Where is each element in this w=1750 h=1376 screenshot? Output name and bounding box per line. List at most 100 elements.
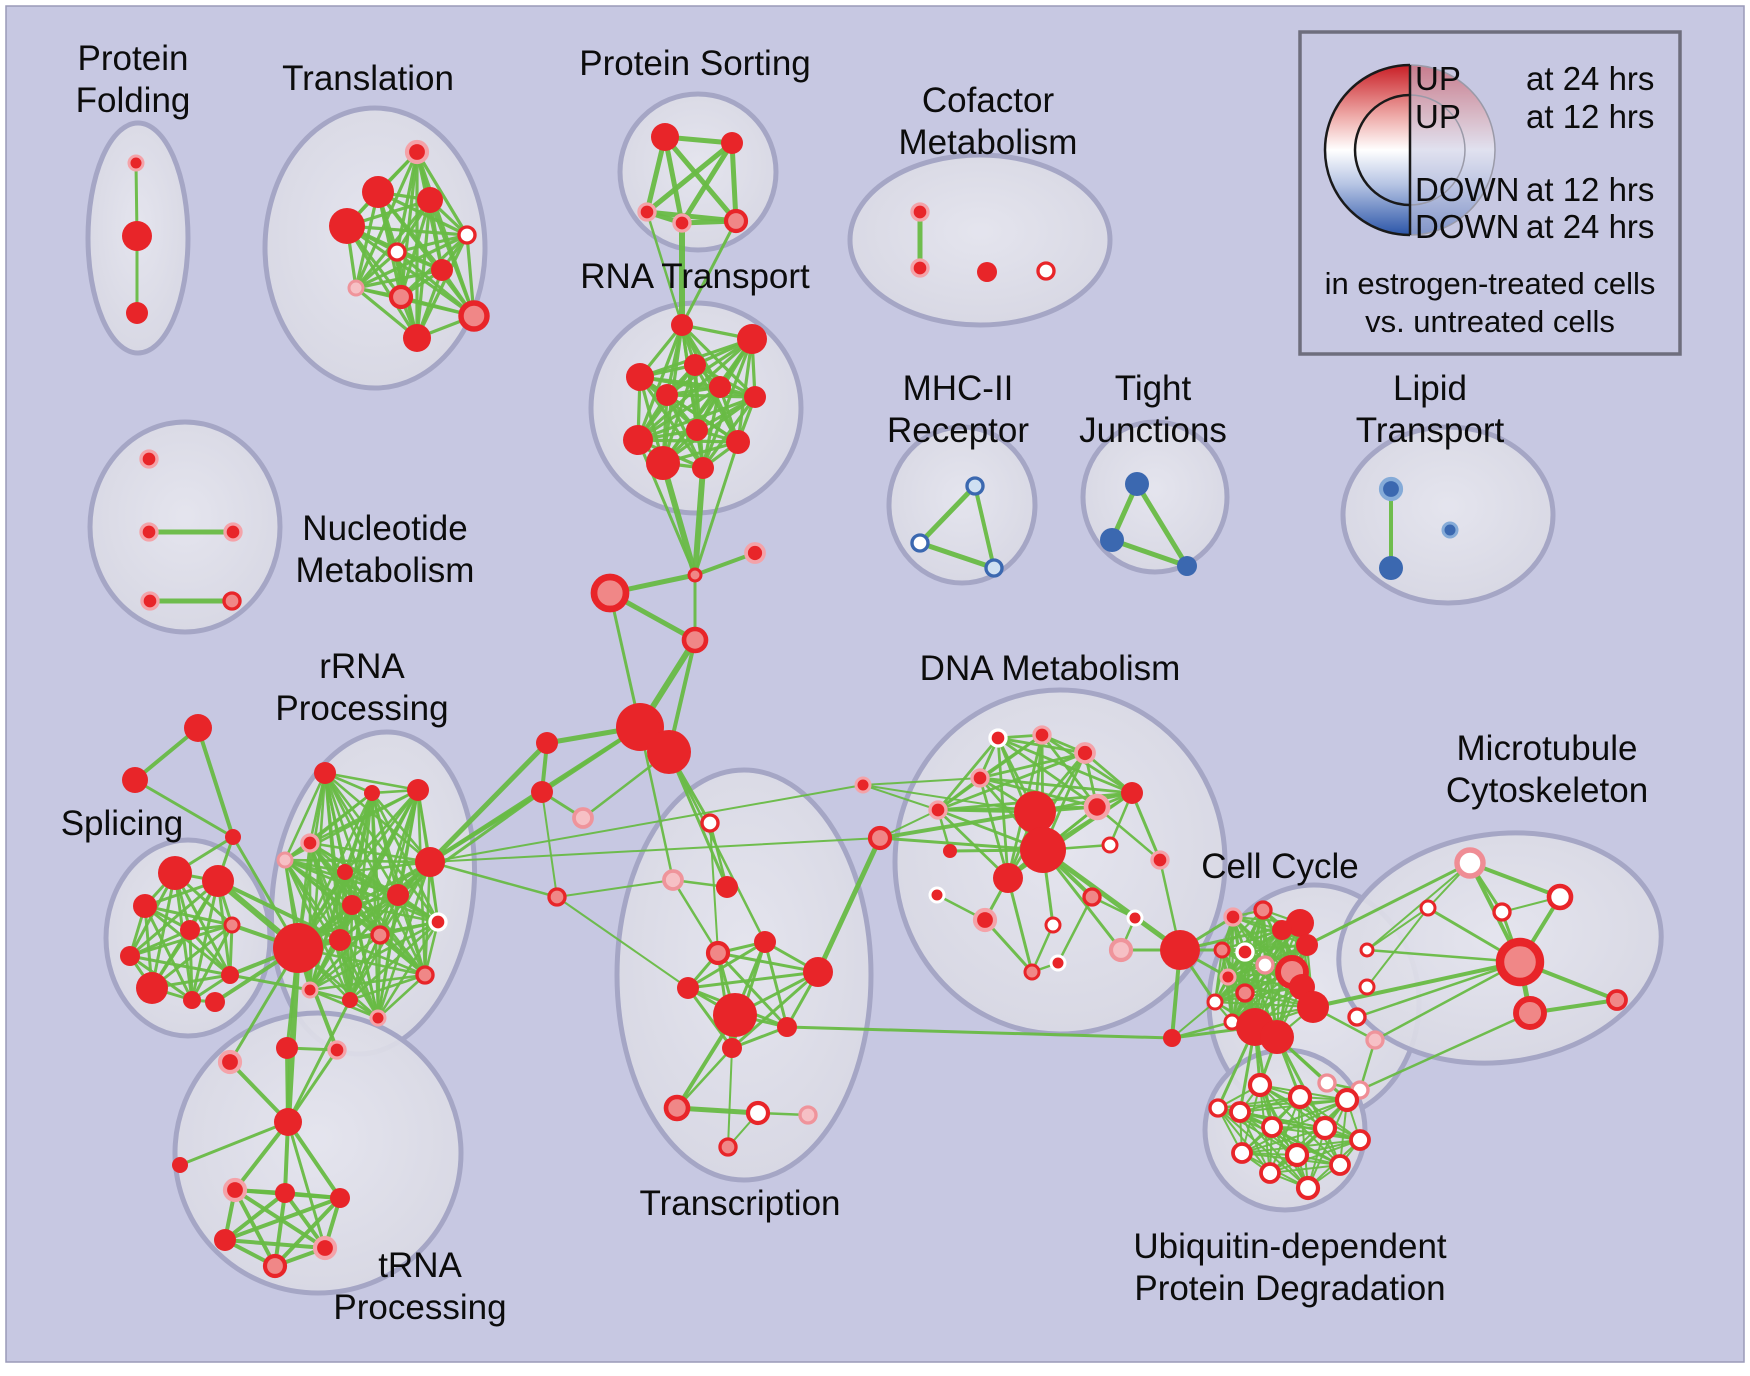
cluster-protein-folding-label: Protein xyxy=(78,39,189,78)
network-edge xyxy=(1355,960,1522,1019)
cluster-microtubule-cytoskeleton-label: Microtubule xyxy=(1457,729,1638,768)
network-edge xyxy=(978,776,1010,880)
network-edge xyxy=(1109,537,1190,569)
network-edge xyxy=(415,233,469,340)
node-nm3 xyxy=(223,522,243,542)
network-edge xyxy=(308,973,427,992)
node-cc8 xyxy=(1219,968,1237,986)
node-tc2 xyxy=(662,869,684,891)
node-ub10 xyxy=(1329,1154,1351,1176)
cluster-tight-junctions-label: Junctions xyxy=(1079,411,1227,450)
node-mt5 xyxy=(1419,899,1437,917)
network-edge xyxy=(196,726,235,839)
network-edge xyxy=(674,1105,761,1116)
network-edge xyxy=(978,776,1134,795)
network-edge xyxy=(376,893,400,1020)
cluster-ubiquitin-degradation-label: Ubiquitin-dependent xyxy=(1133,1227,1447,1266)
cluster-translation-label: Translation xyxy=(282,59,454,98)
network-edge xyxy=(178,1120,290,1167)
node-tl4 xyxy=(329,208,365,244)
node-cf3 xyxy=(977,262,997,282)
node-cc23 xyxy=(1359,942,1375,958)
network-edge xyxy=(396,790,544,897)
network-edge xyxy=(686,970,820,990)
node-cc3 xyxy=(1286,909,1314,937)
cluster-trna-processing-label: tRNA xyxy=(378,1246,462,1285)
node-ps5 xyxy=(723,208,749,234)
node-sp3 xyxy=(133,894,157,918)
node-dm2 xyxy=(1032,725,1052,745)
node-dm12 xyxy=(1150,850,1170,870)
cluster-cofactor-metabolism-label: Cofactor xyxy=(922,81,1055,120)
network-edge xyxy=(283,858,432,864)
network-edge xyxy=(1365,948,1522,964)
node-rt6 xyxy=(709,376,731,398)
node-dm13 xyxy=(928,886,946,904)
node-tc12 xyxy=(745,1100,771,1126)
network-edge xyxy=(1311,960,1522,1009)
network-edge xyxy=(667,750,729,889)
network-edge xyxy=(354,268,444,290)
network-edge xyxy=(133,778,235,839)
network-edge xyxy=(693,440,740,577)
network-edge xyxy=(1366,907,1429,951)
node-tn3 xyxy=(222,1177,248,1203)
cluster-mhc-ii-receptor-label: MHC-II xyxy=(903,369,1014,408)
node-rt7 xyxy=(744,386,766,408)
network-edge xyxy=(308,771,327,845)
network-edge xyxy=(660,460,698,578)
node-tl10 xyxy=(458,300,490,332)
node-ub12 xyxy=(1295,1175,1321,1201)
network-edge xyxy=(286,998,352,1124)
network-edge xyxy=(1226,928,1284,979)
node-pf3 xyxy=(126,302,148,324)
network-edge xyxy=(686,940,767,990)
network-edge xyxy=(128,879,220,958)
node-tc14 xyxy=(718,1137,738,1157)
node-rr1 xyxy=(273,923,323,973)
network-edge xyxy=(370,791,427,977)
node-ccB xyxy=(1163,1029,1181,1047)
node-cc20 xyxy=(1365,1030,1385,1050)
legend-row-direction: DOWN xyxy=(1415,171,1519,208)
network-edge xyxy=(815,835,883,975)
network-edge xyxy=(638,375,705,470)
node-rr6 xyxy=(276,851,294,869)
network-edge xyxy=(223,1238,327,1250)
network-edge xyxy=(1040,847,1183,953)
node-tl11 xyxy=(403,324,431,352)
network-edge xyxy=(701,395,757,470)
legend-disc-fade xyxy=(1410,65,1495,235)
network-edge xyxy=(636,385,722,442)
node-rr15 xyxy=(342,992,358,1008)
network-edge xyxy=(1217,1107,1271,1174)
node-rt12 xyxy=(692,457,714,479)
network-edge xyxy=(1358,1011,1532,1092)
node-ub13 xyxy=(1208,1098,1228,1118)
cluster-trna-processing-label: Processing xyxy=(333,1288,506,1327)
node-ub6 xyxy=(1312,1115,1338,1141)
node-ub1 xyxy=(1247,1072,1273,1098)
node-ch2 xyxy=(590,573,630,613)
network-edge xyxy=(338,938,427,977)
node-tc13 xyxy=(798,1105,818,1125)
node-layer xyxy=(120,123,1628,1279)
network-edge xyxy=(173,871,232,977)
network-edge xyxy=(273,1191,287,1268)
cluster-nucleotide-metabolism-label: Nucleotide xyxy=(302,509,467,548)
node-dm17 xyxy=(1044,916,1062,934)
node-tl7 xyxy=(431,259,453,281)
node-dmC1 xyxy=(854,776,872,794)
node-dm15 xyxy=(1082,887,1102,907)
node-tn1 xyxy=(274,1108,302,1136)
legend-box xyxy=(1298,30,1682,356)
node-tn0a xyxy=(217,1049,243,1075)
node-rt10 xyxy=(726,430,750,454)
network-edge xyxy=(644,140,735,215)
node-tn7 xyxy=(312,1235,338,1261)
node-rt3 xyxy=(626,363,654,391)
node-tn4 xyxy=(275,1183,295,1203)
network-edge xyxy=(675,1046,734,1110)
